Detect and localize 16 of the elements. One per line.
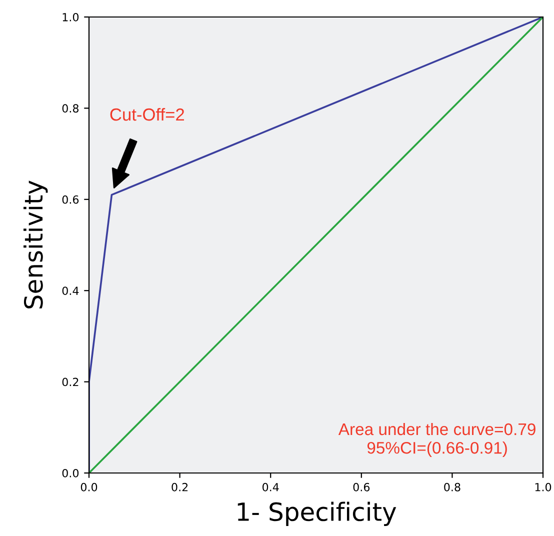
x-tick-label: 0.4 xyxy=(262,482,279,492)
x-tick-label: 0.2 xyxy=(172,482,188,492)
x-tick-label: 0.8 xyxy=(444,482,460,492)
y-tick-label: 0.4 xyxy=(62,286,79,295)
y-tick-label: 1.0 xyxy=(62,12,79,22)
y-tick-label: 0.6 xyxy=(62,195,79,204)
annotation: Cut-Off=2 xyxy=(110,108,184,121)
y-tick-label: 0.0 xyxy=(62,468,79,478)
y-axis-title: Sensitivity xyxy=(24,180,48,308)
annotation: Area under the curve=0.79 95%CI=(0.66-0.91) xyxy=(338,422,536,458)
y-tick-label: 0.8 xyxy=(62,104,79,113)
y-tick-label: 0.2 xyxy=(62,378,78,386)
x-axis-title: 1- Specificity xyxy=(238,502,396,526)
x-tick-label: 0.6 xyxy=(353,482,370,492)
x-tick-label: 1.0 xyxy=(535,482,552,492)
x-tick-label: 0.0 xyxy=(80,482,98,492)
